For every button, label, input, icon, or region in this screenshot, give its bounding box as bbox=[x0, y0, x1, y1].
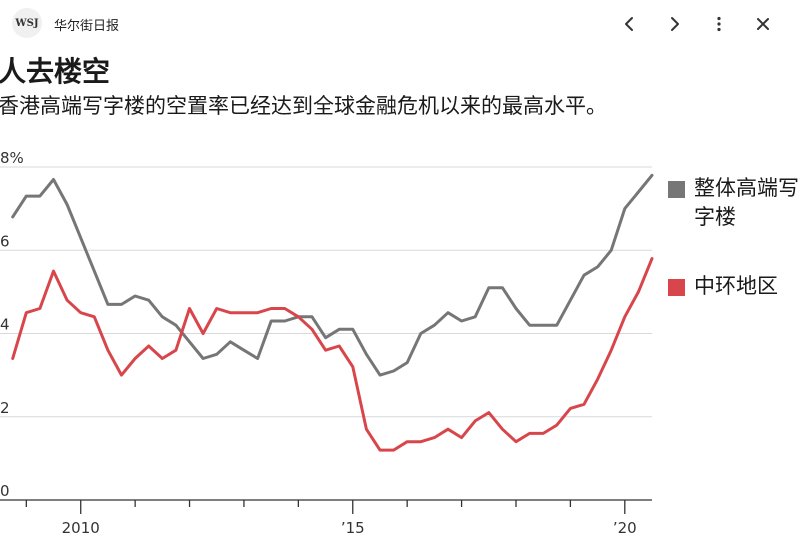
legend-item-central: 中环地区 bbox=[668, 272, 800, 301]
more-options-button[interactable] bbox=[705, 10, 733, 38]
x-axis: 2010 ’15 ’20 bbox=[0, 499, 652, 534]
y-tick-label-2: 4 bbox=[0, 316, 10, 334]
chevron-right-icon bbox=[671, 17, 679, 31]
headline: 人去楼空 bbox=[0, 55, 111, 88]
chevron-left-icon bbox=[625, 17, 633, 31]
x-tick-label-0: 2010 bbox=[62, 519, 100, 534]
legend-item-overall: 整体高端写字楼 bbox=[668, 174, 800, 232]
series-line-0 bbox=[11, 173, 654, 377]
legend-swatch-overall bbox=[668, 181, 685, 198]
line-chart: 0 2 4 6 8% 2010 ’15 ’20 bbox=[0, 149, 654, 534]
y-tick-label-3: 6 bbox=[0, 232, 10, 250]
app-title: 华尔街日报 bbox=[54, 19, 120, 34]
back-button[interactable] bbox=[616, 10, 644, 38]
legend-swatch-central bbox=[668, 279, 685, 296]
subheadline: 香港高端写字楼的空置率已经达到全球金融危机以来的最高水平。 bbox=[0, 94, 607, 118]
series-lines bbox=[11, 173, 654, 452]
legend-label-overall: 整体高端写字楼 bbox=[694, 176, 799, 229]
y-tick-label-0: 0 bbox=[0, 482, 10, 500]
legend-label-central: 中环地区 bbox=[694, 274, 778, 298]
more-vertical-icon bbox=[717, 16, 721, 32]
y-tick-label-4: 8% bbox=[0, 149, 24, 167]
y-axis-ticks: 0 2 4 6 8% bbox=[0, 149, 24, 500]
close-icon bbox=[757, 18, 769, 30]
series-line-1 bbox=[11, 257, 654, 452]
y-tick-label-1: 2 bbox=[0, 399, 10, 417]
top-bar: WSJ 华尔街日报 bbox=[0, 0, 800, 48]
forward-button[interactable] bbox=[660, 10, 688, 38]
x-tick-label-2: ’20 bbox=[613, 519, 637, 534]
x-tick-label-1: ’15 bbox=[341, 519, 365, 534]
wsj-logo[interactable]: WSJ bbox=[12, 8, 42, 38]
close-button[interactable] bbox=[749, 10, 777, 38]
gridlines bbox=[0, 166, 652, 418]
